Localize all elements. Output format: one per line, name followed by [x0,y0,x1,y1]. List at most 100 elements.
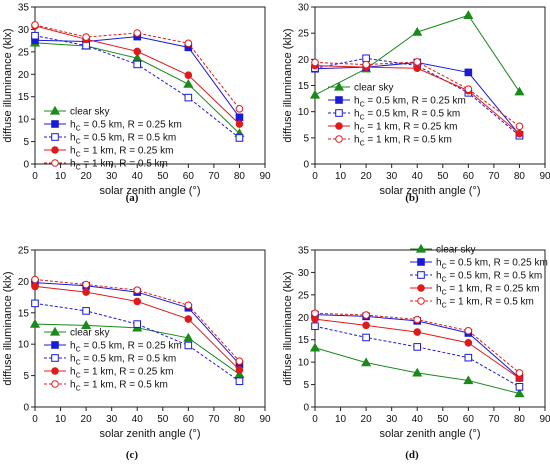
data-point [235,377,244,386]
x-tick-label: 40 [412,414,424,425]
legend-label: hC = 1 km, R = 0.5 km [436,297,534,310]
legend-marker [335,122,343,130]
x-tick-label: 40 [132,414,144,425]
data-point [183,332,194,342]
legend-label: clear sky [436,245,475,256]
data-point [515,383,524,391]
data-point [311,322,319,331]
panel-label: (b) [405,192,419,204]
legend-marker [51,341,59,349]
x-tick-label: 70 [208,414,220,425]
data-point [235,134,244,142]
chart-panel-c: 0 10 20 30 40 50 60 70 80 90 0 5 10 15 20 25 solar zenit… [2,246,271,462]
data-point [183,78,194,88]
plot-frame [34,6,266,165]
legend-label: hC = 0.5 km, R = 0.5 km [436,271,542,284]
x-tick-label: 10 [55,414,67,425]
x-tick-label: 10 [335,414,347,425]
series-line-5 [34,24,240,110]
x-axis-title: solar zenith angle (°) [379,185,480,197]
data-point [133,286,142,294]
legend-marker [415,243,427,253]
y-tick-label: 10 [298,107,310,118]
x-tick-label: 0 [312,171,318,182]
y-tick-label: 15 [298,81,310,92]
y-tick-label: 30 [18,25,30,36]
legend-marker [51,380,59,388]
chart-panel-a: 0 10 20 30 40 50 60 70 80 90 0 5 10 15 20 25 30 35 solar z… [2,3,271,205]
y-tick-label: 30 [298,268,310,279]
legend-label: hC = 0.5 km, R = 0.25 km [436,258,548,271]
y-tick-label: 25 [298,29,310,40]
data-point [82,280,90,289]
legend-marker [49,105,61,115]
y-tick-label: 15 [18,308,30,319]
legend-marker [417,258,425,266]
data-point [235,113,244,122]
y-tick-label: 20 [18,70,30,81]
data-point [235,366,244,374]
y-tick-label: 0 [303,403,309,414]
x-tick-label: 20 [81,414,93,425]
y-tick-label: 35 [298,246,310,257]
data-point [311,58,319,67]
legend-label: hC = 0.5 km, R = 0.5 km [70,133,176,146]
x-tick-label: 10 [335,171,347,182]
x-tick-label: 90 [259,171,271,182]
y-axis-title: diffuse illuminance (klx) [282,271,294,385]
x-tick-label: 50 [157,414,169,425]
data-point [413,328,422,336]
series-line-3 [314,325,520,388]
data-point [184,315,193,323]
x-tick-label: 0 [32,171,38,182]
chart-panel-d: 0 10 20 30 40 50 60 70 80 90 0 5 10 15 20 25 30 35 solar z… [282,243,550,461]
data-point [464,339,473,347]
data-point [309,89,321,99]
data-point [82,288,90,296]
data-point [31,282,39,291]
legend-marker [335,96,343,104]
legend-marker [51,120,59,128]
y-tick-label: 5 [23,137,29,148]
x-tick-label: 80 [514,414,526,425]
y-axis-title: diffuse illuminance (klx) [282,28,294,142]
data-point [514,86,525,96]
y-tick-label: 10 [18,115,30,126]
data-point [463,375,474,385]
x-tick-label: 50 [157,171,169,182]
legend-marker [335,135,343,143]
data-point [464,85,473,93]
x-tick-label: 40 [412,171,424,182]
x-axis-title: solar zenith angle (°) [379,428,480,440]
legend-marker [417,271,425,279]
data-point [362,60,370,69]
data-point [235,357,244,365]
legend-label: hC = 1 km, R = 0.25 km [354,122,457,135]
data-point [515,122,524,131]
data-point [31,21,39,29]
x-tick-label: 90 [259,414,271,425]
y-tick-label: 20 [298,313,310,324]
data-point [464,353,473,362]
y-tick-label: 35 [18,3,30,14]
data-point [31,31,39,40]
y-tick-label: 5 [303,380,309,391]
x-axis-title: solar zenith angle (°) [99,185,200,197]
data-point [413,343,422,351]
legend-label: hC = 1 km, R = 0.25 km [436,284,539,297]
data-point [133,47,142,56]
y-tick-label: 0 [303,160,309,171]
data-point [362,54,370,63]
data-point [413,315,422,324]
x-tick-label: 60 [463,171,475,182]
legend-marker [49,326,61,336]
x-tick-label: 60 [463,414,475,425]
y-tick-label: 25 [18,246,30,257]
y-tick-label: 0 [23,160,29,171]
x-tick-label: 90 [539,171,550,182]
data-point [184,341,193,350]
legend-label: clear sky [70,328,109,339]
